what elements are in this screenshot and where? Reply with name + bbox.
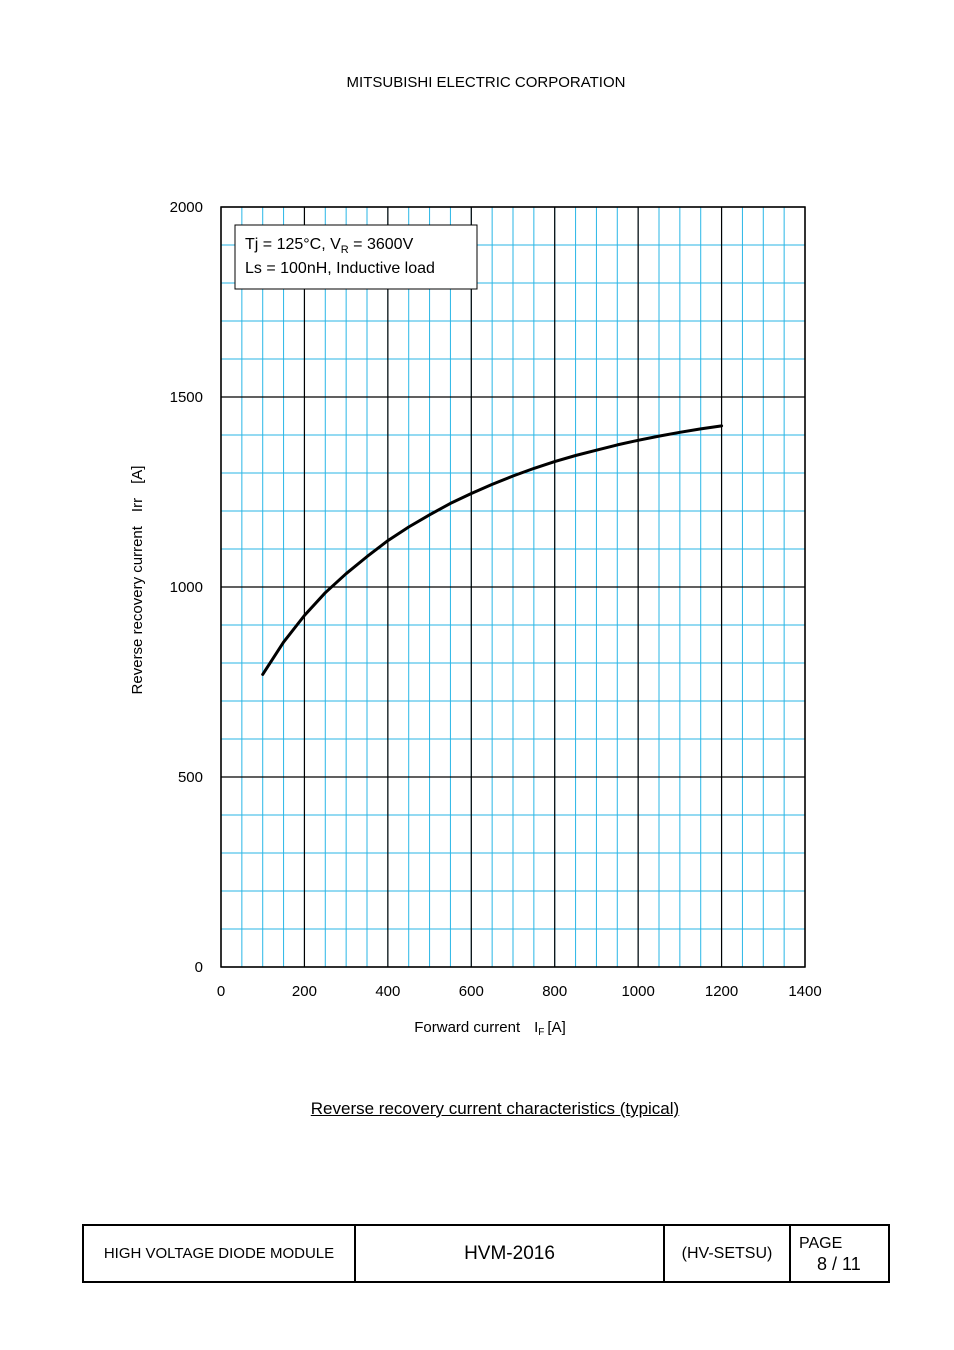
y-tick-label: 1500 — [170, 389, 203, 406]
chart-caption: Reverse recovery current characteristics… — [310, 1099, 680, 1118]
x-tick-label: 400 — [375, 983, 400, 1000]
page-number: 8 / 11 — [817, 1253, 861, 1274]
x-tick-label: 200 — [292, 983, 317, 1000]
y-tick-label: 1000 — [170, 579, 203, 596]
series-line — [261, 424, 724, 676]
company-header: MITSUBISHI ELECTRIC CORPORATION — [346, 74, 626, 91]
footer-series: (HV-SETSU) — [665, 1226, 791, 1281]
footer-document-code: HVM-2016 — [356, 1226, 665, 1281]
svg-text:Reverse recovery currentIrr[A]: Reverse recovery currentIrr[A] — [129, 466, 146, 695]
x-tick-labels: 0 200 400 600 800 1000 1200 1400 — [217, 983, 822, 1000]
document-footer: HIGH VOLTAGE DIODE MODULE HVM-2016 (HV-S… — [82, 1224, 890, 1283]
x-tick-label: 0 — [217, 983, 225, 1000]
x-tick-label: 1200 — [705, 983, 738, 1000]
footer-product: HIGH VOLTAGE DIODE MODULE — [84, 1226, 356, 1281]
conditions-line-1: Tj = 125°C, VR = 3600V — [245, 236, 414, 256]
y-tick-label: 0 — [195, 959, 203, 976]
x-tick-label: 600 — [459, 983, 484, 1000]
x-tick-label: 1000 — [621, 983, 654, 1000]
plot-frame — [220, 206, 806, 968]
irr-vs-if-chart: 0 200 400 600 800 1000 1200 1400 0 500 1000 1500 20… — [129, 199, 822, 1038]
footer-page: PAGE 8 / 11 — [791, 1226, 888, 1281]
x-axis-label: Forward current IF [A] — [414, 1019, 566, 1038]
y-tick-label: 2000 — [170, 199, 203, 216]
y-tick-labels: 0 500 1000 1500 2000 — [170, 199, 203, 976]
y-tick-label: 500 — [178, 769, 203, 786]
x-tick-label: 1400 — [788, 983, 821, 1000]
y-axis-label: Reverse recovery currentIrr[A] — [129, 466, 146, 695]
conditions-line-2: Ls = 100nH, Inductive load — [245, 260, 435, 277]
x-tick-label: 800 — [542, 983, 567, 1000]
conditions-annotation: Tj = 125°C, VR = 3600V Ls = 100nH, Induc… — [234, 224, 478, 290]
page-label: PAGE — [799, 1234, 843, 1252]
